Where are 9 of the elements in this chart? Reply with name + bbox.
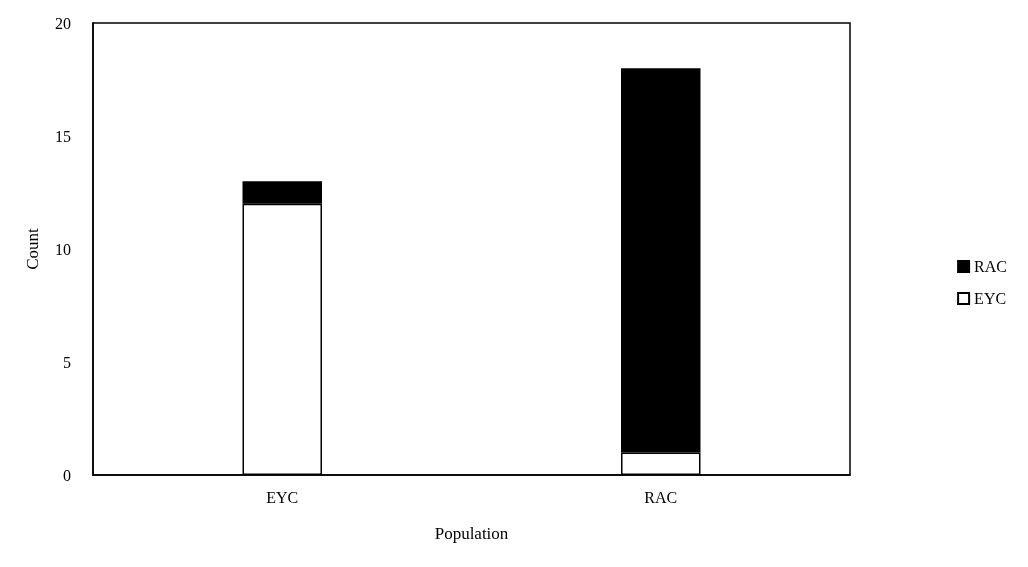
y-tick-label: 15 (55, 127, 71, 145)
legend-label: RAC (974, 258, 1008, 275)
y-tick-label: 5 (63, 353, 71, 371)
y-tick-label: 20 (55, 14, 71, 32)
legend-label: EYC (974, 290, 1007, 307)
y-tick-label: 10 (55, 240, 71, 258)
x-axis-title: Population (434, 524, 509, 543)
y-tick-label: 0 (63, 466, 71, 484)
y-axis-title: Count (23, 227, 42, 270)
